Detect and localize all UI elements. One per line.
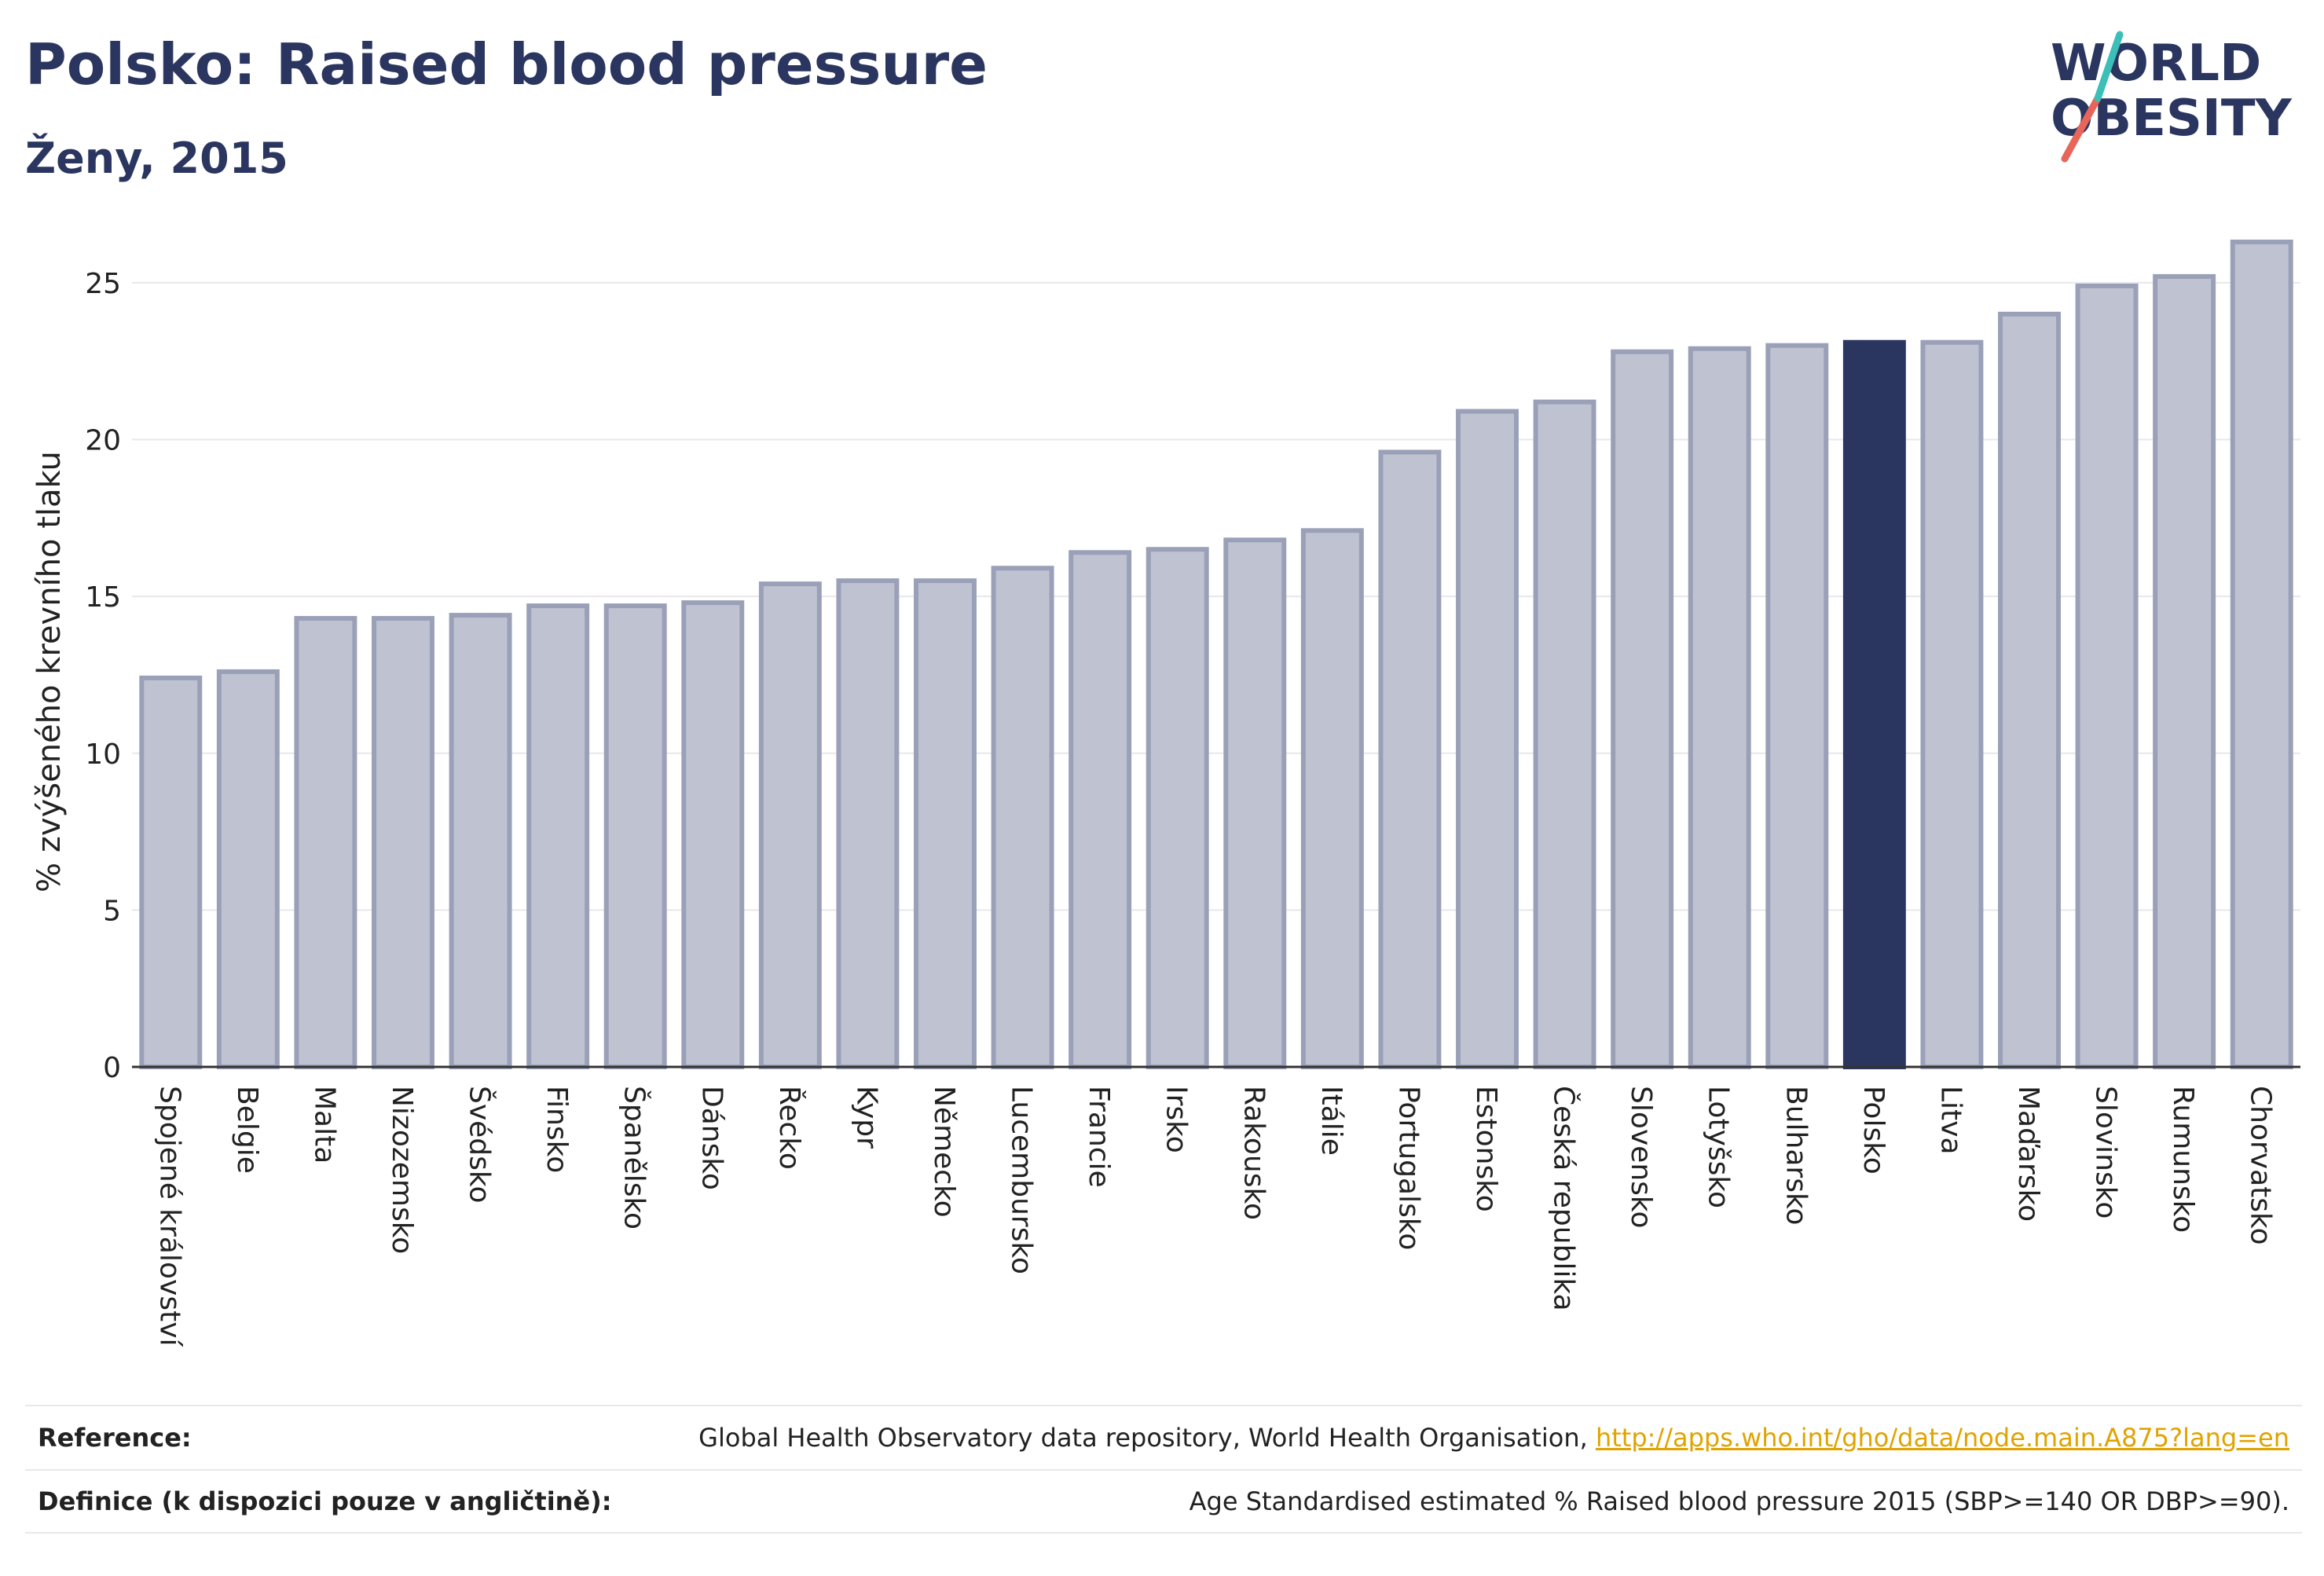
x-tick-label: Kypr bbox=[850, 1086, 882, 1149]
logo-slash-teal bbox=[2094, 31, 2124, 102]
x-tick-label: Španělsko bbox=[618, 1086, 651, 1230]
x-tick-label: Slovensko bbox=[1625, 1086, 1657, 1229]
bar-highlight[interactable] bbox=[1842, 339, 1906, 1069]
bar[interactable] bbox=[2153, 273, 2216, 1069]
bar[interactable] bbox=[1378, 449, 1442, 1069]
bar[interactable] bbox=[1765, 343, 1829, 1069]
bar[interactable] bbox=[216, 669, 280, 1069]
chart-title: Polsko: Raised blood pressure bbox=[25, 31, 988, 97]
x-tick-label: Česká republika bbox=[1548, 1086, 1581, 1311]
x-tick-labels: Spojené království Belgie Malta Nizozemsko Š… bbox=[153, 1086, 2276, 1347]
definition-row: Definice (k dispozici pouze v angličtině… bbox=[25, 1469, 2302, 1534]
x-tick-label: Malta bbox=[308, 1086, 340, 1164]
reference-text: Global Health Observatory data repositor… bbox=[698, 1423, 1596, 1453]
bar[interactable] bbox=[449, 613, 512, 1069]
x-tick-label: Spojené království bbox=[153, 1086, 185, 1347]
logo-slash-red bbox=[2061, 94, 2102, 163]
x-tick-label: Rakousko bbox=[1237, 1086, 1270, 1220]
x-tick-label: Švédsko bbox=[464, 1086, 497, 1204]
bar[interactable] bbox=[139, 675, 203, 1069]
x-tick-label: Lotyšsko bbox=[1703, 1086, 1735, 1208]
x-tick-label: Německo bbox=[928, 1086, 960, 1218]
x-tick-label: Řecko bbox=[773, 1086, 806, 1170]
bar[interactable] bbox=[914, 578, 977, 1069]
reference-value: Global Health Observatory data repositor… bbox=[698, 1423, 2289, 1453]
x-tick-label: Portugalsko bbox=[1392, 1086, 1424, 1250]
chart-subtitle: Ženy, 2015 bbox=[25, 134, 288, 183]
x-tick-label: Litva bbox=[1934, 1086, 1967, 1155]
bar[interactable] bbox=[1456, 409, 1519, 1069]
definition-text: Age Standardised estimated % Raised bloo… bbox=[1189, 1486, 2289, 1516]
x-tick-label: Finsko bbox=[541, 1086, 573, 1173]
definition-label: Definice (k dispozici pouze v angličtině… bbox=[38, 1486, 612, 1516]
x-tick-label: Estonsko bbox=[1470, 1086, 1502, 1212]
y-tick-label: 0 bbox=[103, 1052, 121, 1084]
x-tick-label: Slovinsko bbox=[2090, 1086, 2122, 1219]
x-tick-label: Belgie bbox=[231, 1086, 263, 1174]
reference-link[interactable]: http://apps.who.int/gho/data/node.main.A… bbox=[1595, 1423, 2289, 1453]
bar[interactable] bbox=[1611, 349, 1674, 1069]
bar[interactable] bbox=[758, 581, 822, 1069]
bars bbox=[139, 239, 2293, 1070]
x-tick-label: Francie bbox=[1083, 1086, 1115, 1188]
bar[interactable] bbox=[372, 616, 434, 1069]
y-axis-label: % zvýšeného krevního tlaku bbox=[31, 451, 68, 892]
logo-line-obesity: OBESITY bbox=[2051, 90, 2292, 148]
world-obesity-logo: WORLD OBESITY bbox=[2051, 31, 2292, 163]
bar[interactable] bbox=[1688, 346, 1751, 1070]
bar[interactable] bbox=[1998, 311, 2061, 1069]
x-tick-label: Rumunsko bbox=[2167, 1086, 2199, 1233]
footer: Reference: Global Health Observatory dat… bbox=[25, 1405, 2302, 1534]
bar[interactable] bbox=[1533, 399, 1596, 1070]
bar[interactable] bbox=[991, 566, 1054, 1069]
reference-label: Reference: bbox=[38, 1423, 192, 1453]
bar[interactable] bbox=[1920, 339, 1984, 1069]
bar[interactable] bbox=[681, 600, 745, 1069]
bar[interactable] bbox=[836, 578, 900, 1069]
bar[interactable] bbox=[1300, 528, 1364, 1069]
y-tick-label: 15 bbox=[85, 581, 121, 614]
y-tick-label: 10 bbox=[85, 739, 121, 771]
x-tick-label: Maďarsko bbox=[2012, 1086, 2044, 1222]
bar[interactable] bbox=[603, 603, 667, 1069]
x-tick-label: Itálie bbox=[1315, 1086, 1347, 1156]
bar[interactable] bbox=[1069, 550, 1132, 1069]
y-tick-label: 5 bbox=[103, 895, 121, 927]
y-tick-label: 20 bbox=[85, 425, 121, 457]
bar[interactable] bbox=[294, 616, 357, 1069]
y-tick-labels: 0 5 10 15 20 25 bbox=[85, 268, 121, 1084]
y-tick-label: 25 bbox=[85, 268, 121, 300]
x-tick-label: Polsko bbox=[1857, 1086, 1890, 1175]
x-tick-label: Dánsko bbox=[695, 1086, 728, 1190]
x-tick-label: Nizozemsko bbox=[386, 1086, 418, 1254]
bar[interactable] bbox=[526, 603, 590, 1069]
bar[interactable] bbox=[2075, 283, 2139, 1069]
bar[interactable] bbox=[2230, 239, 2293, 1070]
logo-line-world: WORLD bbox=[2051, 35, 2261, 93]
bar[interactable] bbox=[1146, 547, 1209, 1069]
x-tick-label: Bulharsko bbox=[1780, 1086, 1812, 1226]
bar[interactable] bbox=[1223, 537, 1287, 1069]
x-tick-label: Irsko bbox=[1160, 1086, 1193, 1153]
x-tick-label: Chorvatsko bbox=[2245, 1086, 2277, 1245]
reference-row: Reference: Global Health Observatory dat… bbox=[25, 1405, 2302, 1469]
x-tick-label: Lucembursko bbox=[1006, 1086, 1038, 1274]
bar-chart: 0 5 10 15 20 25 Spojené království Belgie Malta… bbox=[31, 239, 2300, 1347]
